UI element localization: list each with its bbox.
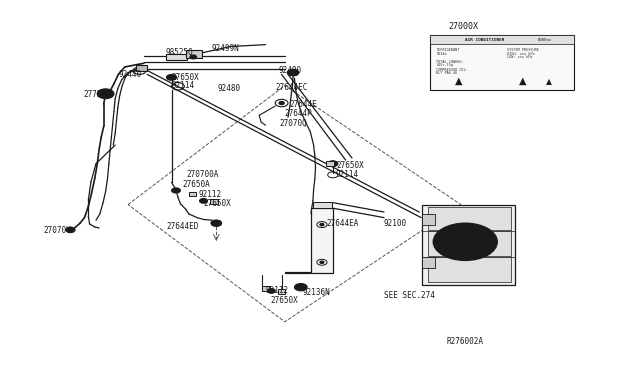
Circle shape xyxy=(172,188,180,193)
Bar xyxy=(166,54,187,60)
Text: R276002A: R276002A xyxy=(447,337,484,346)
Circle shape xyxy=(433,223,497,260)
Bar xyxy=(326,161,334,166)
Text: 27650A: 27650A xyxy=(182,180,210,189)
Bar xyxy=(136,65,147,71)
Circle shape xyxy=(294,283,307,291)
Text: 92490: 92490 xyxy=(278,66,301,75)
Text: TOTAL CHARGE:: TOTAL CHARGE: xyxy=(436,60,464,64)
Circle shape xyxy=(328,161,338,167)
Text: 27070V: 27070V xyxy=(44,226,71,235)
Circle shape xyxy=(331,163,335,165)
Bar xyxy=(428,257,511,282)
Circle shape xyxy=(166,74,177,80)
Bar xyxy=(278,289,285,294)
Bar xyxy=(430,35,574,44)
Text: 27000X: 27000X xyxy=(448,22,478,31)
Bar xyxy=(422,205,515,285)
Text: 27644E: 27644E xyxy=(289,100,317,109)
Text: 92499N: 92499N xyxy=(211,44,239,53)
Text: 92136N: 92136N xyxy=(302,288,330,297)
Text: KLY PAG 46: KLY PAG 46 xyxy=(436,71,458,75)
Text: 27650X: 27650X xyxy=(172,73,199,81)
Bar xyxy=(428,231,511,256)
Text: ▲: ▲ xyxy=(545,77,552,86)
Circle shape xyxy=(458,237,473,246)
Text: R134a: R134a xyxy=(436,52,447,55)
Bar xyxy=(422,257,435,268)
Text: R000xx: R000xx xyxy=(538,38,552,42)
Text: ▲: ▲ xyxy=(519,76,527,86)
Circle shape xyxy=(66,227,75,232)
Text: 27644EA: 27644EA xyxy=(326,219,359,228)
Text: 27650X: 27650X xyxy=(270,296,298,305)
Text: 92480: 92480 xyxy=(218,84,241,93)
Text: 27070Q: 27070Q xyxy=(280,119,307,128)
Circle shape xyxy=(463,240,468,243)
Circle shape xyxy=(320,261,324,263)
Bar xyxy=(186,50,202,58)
Text: SYSTEM PRESSURE: SYSTEM PRESSURE xyxy=(507,48,539,52)
Circle shape xyxy=(279,102,284,105)
Text: 27650X: 27650X xyxy=(204,199,231,208)
Text: 270700A: 270700A xyxy=(187,170,220,179)
Bar xyxy=(422,214,435,225)
Text: 92112: 92112 xyxy=(198,190,221,199)
Text: 27644ED: 27644ED xyxy=(166,222,199,231)
Text: HIGH: xxx kPa: HIGH: xxx kPa xyxy=(507,52,534,55)
Text: COMPRESSOR OIL:: COMPRESSOR OIL: xyxy=(436,68,468,72)
Text: REFRIGERANT: REFRIGERANT xyxy=(436,48,460,52)
Text: LOW: xxx kPa: LOW: xxx kPa xyxy=(507,55,532,59)
Text: AIR CONDITIONER: AIR CONDITIONER xyxy=(465,38,504,42)
Text: 27650X: 27650X xyxy=(336,161,364,170)
Text: 27644EC: 27644EC xyxy=(275,83,308,92)
Text: 98525Q: 98525Q xyxy=(165,48,193,57)
Text: 27755N: 27755N xyxy=(83,90,111,99)
Bar xyxy=(430,35,574,90)
Text: 615+-15g: 615+-15g xyxy=(436,64,454,67)
Circle shape xyxy=(97,89,114,99)
Text: 27644P: 27644P xyxy=(285,109,312,118)
Bar xyxy=(311,208,333,273)
Text: 92114: 92114 xyxy=(172,81,195,90)
Text: 92112: 92112 xyxy=(266,286,289,295)
Bar xyxy=(210,199,218,204)
Circle shape xyxy=(190,55,196,59)
Bar xyxy=(262,286,270,291)
Circle shape xyxy=(200,199,207,203)
Text: SEE SEC.274: SEE SEC.274 xyxy=(384,291,435,300)
Text: 92440: 92440 xyxy=(118,70,141,79)
Circle shape xyxy=(320,224,324,226)
Bar xyxy=(189,192,196,196)
Text: 92100: 92100 xyxy=(384,219,407,228)
Bar xyxy=(428,207,511,230)
Circle shape xyxy=(170,76,173,78)
Circle shape xyxy=(445,230,486,254)
Text: ▲: ▲ xyxy=(455,76,463,86)
Text: 92114: 92114 xyxy=(336,170,359,179)
Circle shape xyxy=(287,69,299,76)
Circle shape xyxy=(211,220,221,226)
Circle shape xyxy=(291,71,296,74)
Circle shape xyxy=(268,289,275,293)
Bar xyxy=(313,202,332,208)
